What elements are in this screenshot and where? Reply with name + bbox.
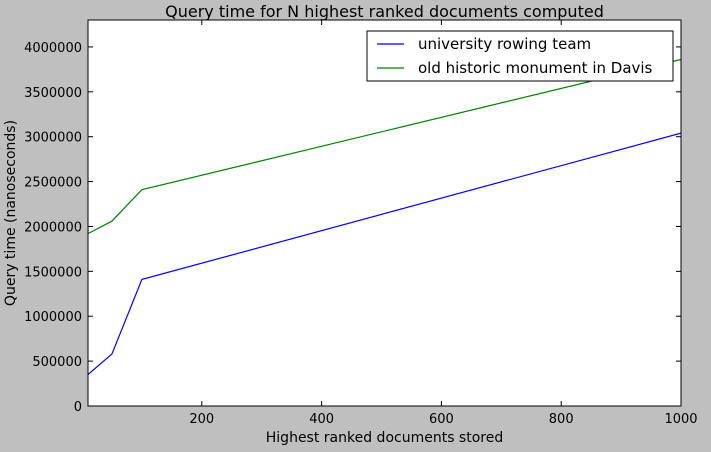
y-tick-label: 3000000 <box>24 131 82 146</box>
y-tick-label: 1500000 <box>24 265 82 280</box>
x-tick-label: 1000 <box>664 412 697 427</box>
x-tick-label: 200 <box>189 412 214 427</box>
legend-label-2: old historic monument in Davis <box>418 59 653 77</box>
series-line-2 <box>88 58 681 235</box>
legend-box <box>366 30 674 82</box>
legend: university rowing team old historic monum… <box>366 30 674 82</box>
series-line-1 <box>88 132 681 376</box>
y-tick-label: 3500000 <box>24 86 82 101</box>
plot-frame <box>87 19 682 407</box>
x-tick-label: 800 <box>549 412 574 427</box>
y-tick-label: 0 <box>74 400 82 415</box>
y-tick-label: 2000000 <box>24 220 82 235</box>
x-axis-title: Highest ranked documents stored <box>266 430 503 446</box>
ticks-layer: 200 400 600 800 1000 0 500000 1000000 1500000 200… <box>24 20 698 427</box>
legend-label-1: university rowing team <box>418 35 591 53</box>
y-tick-label: 4000000 <box>24 41 82 56</box>
y-tick-label: 500000 <box>32 355 82 370</box>
x-tick-label: 400 <box>309 412 334 427</box>
series-layer <box>88 58 681 376</box>
y-tick-label: 2500000 <box>24 176 82 191</box>
x-tick-label: 600 <box>429 412 454 427</box>
y-axis-title: Query time (nanoseconds) <box>3 120 19 306</box>
y-tick-label: 1000000 <box>24 310 82 325</box>
chart-title: Query time for N highest ranked document… <box>165 2 604 21</box>
